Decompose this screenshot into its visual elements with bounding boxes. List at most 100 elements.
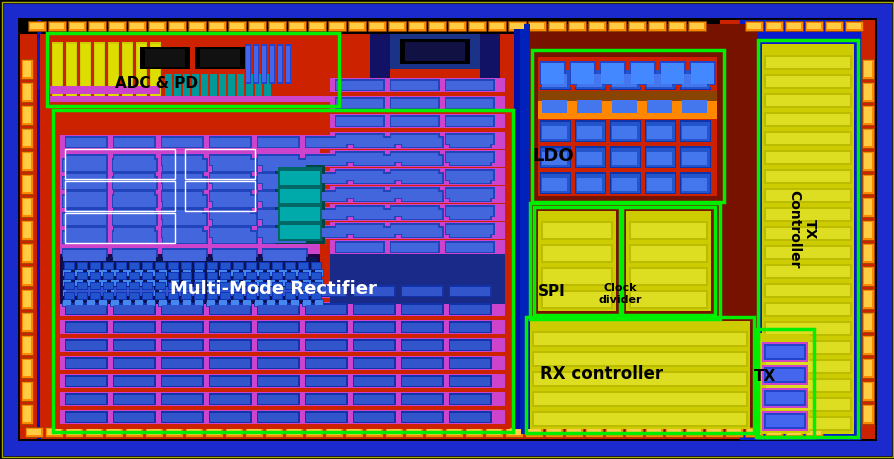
Bar <box>207 270 215 276</box>
Bar <box>257 341 298 350</box>
Bar <box>390 79 440 91</box>
Bar <box>232 292 244 300</box>
Bar <box>444 187 494 199</box>
Bar <box>449 172 492 184</box>
Bar <box>585 427 603 437</box>
Bar <box>684 427 702 437</box>
Bar <box>162 287 202 296</box>
Bar <box>212 158 257 172</box>
Bar <box>213 214 256 225</box>
Bar <box>246 272 257 280</box>
Bar <box>161 357 204 369</box>
Bar <box>210 228 249 237</box>
Bar <box>207 429 221 435</box>
Bar <box>65 181 175 211</box>
Bar <box>286 273 295 279</box>
Bar <box>659 61 685 85</box>
Bar <box>247 283 256 289</box>
Bar <box>546 429 561 435</box>
Bar <box>86 279 96 287</box>
Bar <box>65 136 108 148</box>
Bar <box>122 280 131 286</box>
Bar <box>425 427 443 437</box>
Bar <box>284 262 296 270</box>
Bar <box>109 44 118 100</box>
Bar <box>161 411 204 423</box>
Bar <box>765 399 849 410</box>
Bar <box>354 395 393 404</box>
Bar <box>661 63 683 84</box>
Bar <box>450 192 489 201</box>
Bar <box>306 174 346 183</box>
Bar <box>182 280 190 286</box>
Bar <box>543 223 611 238</box>
Bar <box>765 114 849 125</box>
Bar <box>334 133 384 145</box>
Bar <box>86 269 96 277</box>
Bar <box>401 174 442 183</box>
Bar <box>78 283 87 289</box>
Bar <box>401 190 443 202</box>
Bar <box>286 283 295 289</box>
Bar <box>158 299 168 307</box>
Bar <box>628 244 707 263</box>
Bar <box>23 383 31 399</box>
Bar <box>195 270 203 276</box>
Bar <box>604 427 622 437</box>
Bar <box>103 282 114 290</box>
Bar <box>273 273 282 279</box>
Bar <box>286 263 295 269</box>
Bar <box>763 321 851 336</box>
Bar <box>273 283 282 289</box>
Bar <box>66 359 105 368</box>
Bar <box>194 272 205 280</box>
Bar <box>739 20 859 439</box>
Bar <box>611 100 637 113</box>
Bar <box>610 94 640 116</box>
Bar <box>110 299 120 307</box>
Bar <box>230 279 240 287</box>
Bar <box>50 39 330 104</box>
Bar <box>288 21 306 31</box>
Bar <box>162 174 202 183</box>
Bar <box>161 172 204 184</box>
Bar <box>542 100 567 113</box>
Bar <box>646 126 671 139</box>
Bar <box>136 42 147 102</box>
Bar <box>185 181 255 211</box>
Bar <box>262 230 308 244</box>
Bar <box>388 21 406 31</box>
Bar <box>299 273 308 279</box>
Bar <box>687 21 705 31</box>
Bar <box>765 361 849 372</box>
Bar <box>611 96 639 115</box>
Bar <box>335 189 383 198</box>
Bar <box>181 279 192 287</box>
Bar <box>599 61 625 85</box>
Bar <box>306 210 346 219</box>
Bar <box>401 339 443 351</box>
Bar <box>65 339 108 351</box>
Bar <box>305 136 348 148</box>
Bar <box>306 341 346 350</box>
Bar <box>113 232 156 243</box>
Bar <box>207 280 215 286</box>
Bar <box>117 293 126 299</box>
Bar <box>450 287 489 296</box>
Bar <box>540 63 563 84</box>
Bar <box>21 82 33 102</box>
Bar <box>312 263 321 269</box>
Bar <box>60 267 320 309</box>
Bar <box>257 339 299 351</box>
Bar <box>195 283 204 289</box>
Bar <box>112 230 158 244</box>
Bar <box>171 300 179 306</box>
Bar <box>114 287 154 296</box>
Bar <box>86 299 96 307</box>
Bar <box>135 280 143 286</box>
Bar <box>306 323 346 332</box>
Bar <box>169 273 178 279</box>
Bar <box>65 375 108 387</box>
Bar <box>206 279 215 287</box>
Bar <box>537 91 716 101</box>
